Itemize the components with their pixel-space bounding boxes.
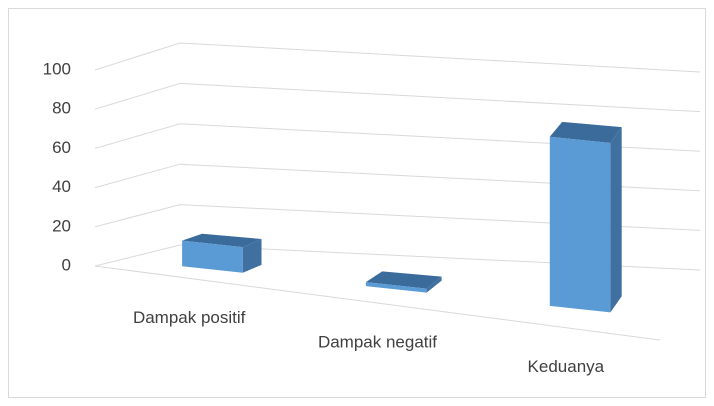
y-tick-label: 20: [52, 216, 71, 235]
x-tick-label: Dampak negatif: [318, 332, 437, 351]
grid-line: [94, 123, 701, 152]
bar: [549, 136, 611, 313]
y-tick-label: 100: [43, 59, 71, 78]
bar: [182, 240, 243, 273]
bar-top: [365, 271, 442, 289]
grid-line: [94, 42, 701, 73]
grid-line: [94, 204, 701, 231]
floor-edge: [94, 265, 661, 341]
y-tick-label: 40: [52, 177, 71, 196]
grid-line: [94, 82, 701, 113]
bar-top: [182, 233, 262, 248]
bar-side: [610, 127, 622, 313]
grid-line: [94, 163, 701, 192]
y-tick-label: 60: [52, 138, 71, 157]
x-tick-label: Keduanya: [528, 357, 605, 376]
bar: [365, 282, 427, 293]
x-tick-label: Dampak positif: [133, 308, 246, 327]
grid-line: [94, 244, 701, 271]
bar-top: [549, 121, 622, 143]
bar-side: [426, 276, 442, 293]
bar-side: [242, 239, 262, 273]
y-tick-label: 0: [62, 255, 71, 274]
y-tick-label: 80: [52, 99, 71, 118]
